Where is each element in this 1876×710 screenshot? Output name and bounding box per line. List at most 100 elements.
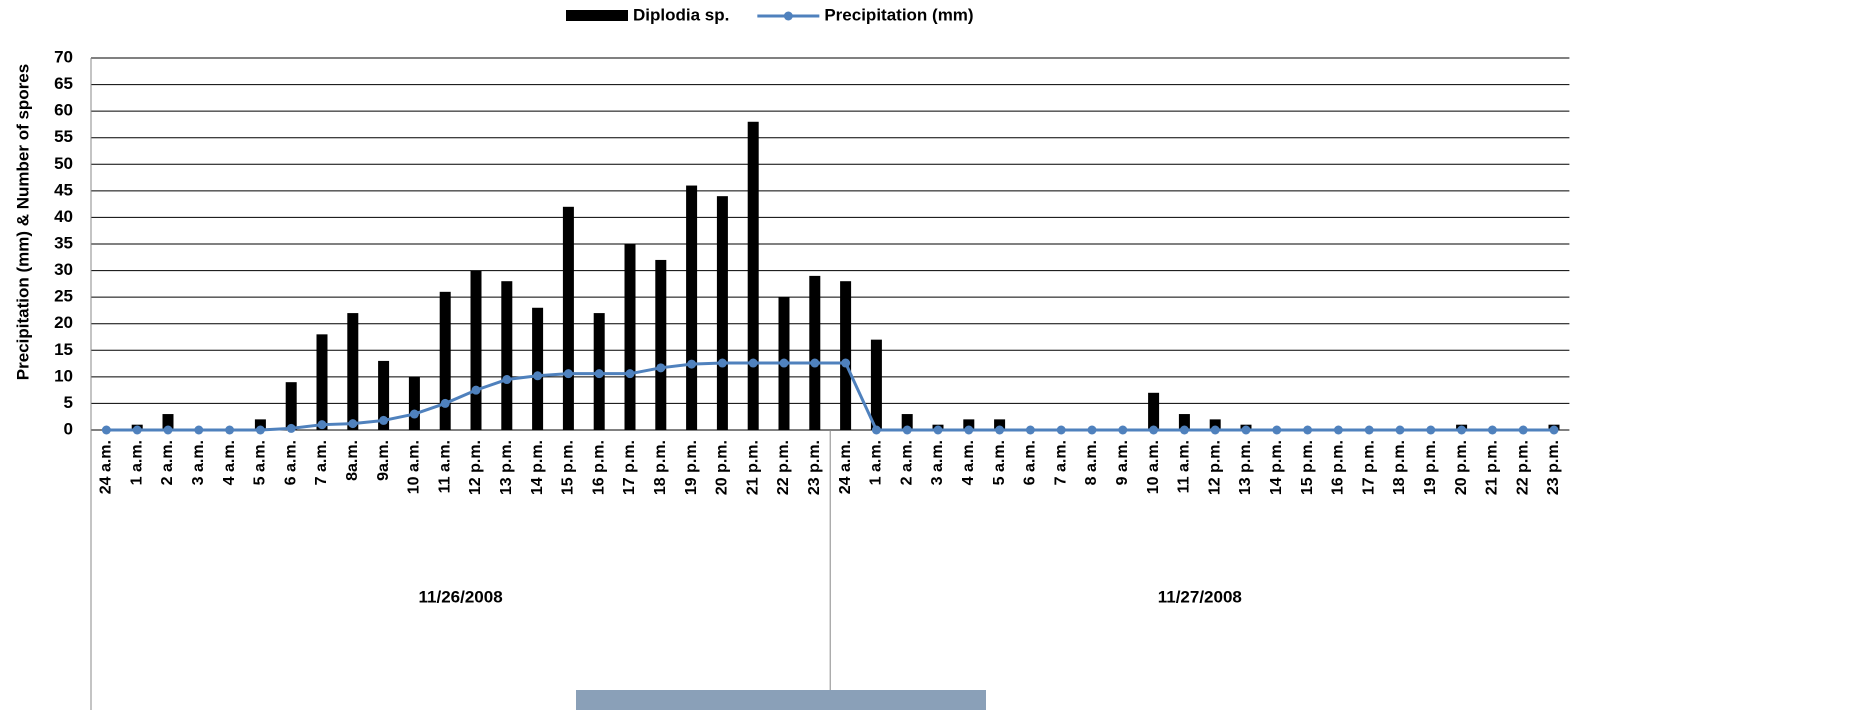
line-marker bbox=[1025, 425, 1035, 435]
x-tick-label: 14 p.m. bbox=[529, 440, 546, 495]
line-marker bbox=[286, 423, 296, 433]
x-tick-label: 7 a.m. bbox=[313, 440, 330, 485]
bar bbox=[1148, 392, 1160, 430]
bar bbox=[624, 244, 636, 430]
bar bbox=[994, 419, 1006, 430]
line-marker bbox=[1426, 425, 1436, 435]
group-label: 11/26/2008 bbox=[419, 587, 503, 606]
y-tick-label: 65 bbox=[54, 74, 73, 93]
line-marker bbox=[225, 425, 235, 435]
line-marker bbox=[132, 425, 142, 435]
line-marker bbox=[317, 420, 327, 430]
legend-label: Precipitation (mm) bbox=[824, 5, 973, 24]
x-tick-label: 15 p.m. bbox=[560, 440, 577, 495]
line-marker bbox=[1364, 425, 1374, 435]
line-marker bbox=[348, 419, 358, 429]
line-marker bbox=[594, 369, 604, 379]
x-tick-label: 23 p.m. bbox=[1545, 440, 1562, 495]
x-tick-label: 9a.m. bbox=[375, 440, 392, 481]
y-tick-label: 20 bbox=[54, 313, 73, 332]
y-tick-label: 25 bbox=[54, 287, 73, 306]
line-marker bbox=[1549, 425, 1559, 435]
x-tick-label: 13 p.m. bbox=[1237, 440, 1254, 495]
line-marker bbox=[409, 409, 419, 419]
x-tick-label: 19 p.m. bbox=[683, 440, 700, 495]
y-axis-title: Precipitation (mm) & Number of spores bbox=[13, 64, 32, 380]
x-tick-label: 10 a.m. bbox=[406, 440, 423, 494]
x-tick-label: 17 p.m. bbox=[1360, 440, 1377, 495]
line-marker bbox=[964, 425, 974, 435]
line-marker bbox=[1149, 425, 1159, 435]
line-marker bbox=[810, 358, 820, 368]
y-tick-label: 55 bbox=[54, 127, 73, 146]
x-tick-label: 6 a.m. bbox=[282, 440, 299, 485]
group-label: 11/27/2008 bbox=[1158, 587, 1242, 606]
line-marker bbox=[1241, 425, 1251, 435]
photo-fragment bbox=[576, 690, 986, 710]
bar bbox=[439, 291, 451, 430]
line-marker bbox=[1056, 425, 1066, 435]
bar bbox=[316, 334, 328, 430]
bar bbox=[686, 185, 698, 430]
line-marker bbox=[163, 425, 173, 435]
bar bbox=[162, 414, 174, 430]
y-tick-label: 60 bbox=[54, 101, 73, 120]
x-tick-label: 8a.m. bbox=[344, 440, 361, 481]
line-marker bbox=[379, 415, 389, 425]
x-tick-label: 2 a.m. bbox=[898, 440, 915, 485]
bar bbox=[347, 313, 359, 430]
line-marker bbox=[656, 363, 666, 373]
x-tick-label: 2 a.m. bbox=[159, 440, 176, 485]
x-tick-label: 6 a.m. bbox=[1022, 440, 1039, 485]
legend-label: Diplodia sp. bbox=[633, 5, 729, 24]
x-tick-label: 17 p.m. bbox=[621, 440, 638, 495]
x-tick-label: 15 p.m. bbox=[1299, 440, 1316, 495]
x-tick-label: 24 a.m. bbox=[837, 440, 854, 494]
bar bbox=[562, 206, 574, 430]
legend-swatch bbox=[783, 11, 793, 21]
line-marker bbox=[1210, 425, 1220, 435]
line bbox=[106, 361, 1554, 432]
x-tick-label: 3 a.m. bbox=[929, 440, 946, 485]
x-tick-label: 22 p.m. bbox=[1514, 440, 1531, 495]
y-tick-label: 30 bbox=[54, 260, 73, 279]
x-tick-label: 21 p.m. bbox=[1484, 440, 1501, 495]
line-marker bbox=[871, 425, 881, 435]
bar bbox=[1178, 414, 1190, 430]
line-marker bbox=[1272, 425, 1282, 435]
line-marker bbox=[933, 425, 943, 435]
line-marker bbox=[255, 425, 265, 435]
y-tick-label: 15 bbox=[54, 340, 73, 359]
bar bbox=[963, 419, 975, 430]
line-marker bbox=[1457, 425, 1467, 435]
x-tick-label: 20 p.m. bbox=[714, 440, 731, 495]
line-marker bbox=[1303, 425, 1313, 435]
bar bbox=[470, 270, 482, 430]
x-tick-label: 18 p.m. bbox=[1391, 440, 1408, 495]
line-marker bbox=[1179, 425, 1189, 435]
line-marker bbox=[902, 425, 912, 435]
bar bbox=[901, 414, 913, 430]
line-marker bbox=[1518, 425, 1528, 435]
bar bbox=[532, 307, 544, 430]
y-tick-label: 70 bbox=[54, 47, 73, 66]
bar bbox=[747, 121, 759, 431]
x-tick-label: 4 a.m. bbox=[221, 440, 238, 485]
x-tick-label: 21 p.m. bbox=[744, 440, 761, 495]
line-marker bbox=[471, 385, 481, 395]
line-marker bbox=[101, 425, 111, 435]
line-marker bbox=[1087, 425, 1097, 435]
line-marker bbox=[533, 371, 543, 381]
line-marker bbox=[779, 358, 789, 368]
x-tick-label: 12 p.m. bbox=[467, 440, 484, 495]
x-tick-label: 3 a.m. bbox=[190, 440, 207, 485]
line-marker bbox=[1395, 425, 1405, 435]
bar bbox=[501, 281, 513, 430]
x-tick-label: 5 a.m. bbox=[991, 440, 1008, 485]
line-marker bbox=[502, 375, 512, 385]
x-tick-label: 8 a.m. bbox=[1083, 440, 1100, 485]
x-tick-label: 20 p.m. bbox=[1453, 440, 1470, 495]
bar bbox=[716, 196, 728, 430]
bar bbox=[655, 259, 667, 430]
line-marker bbox=[687, 359, 697, 369]
